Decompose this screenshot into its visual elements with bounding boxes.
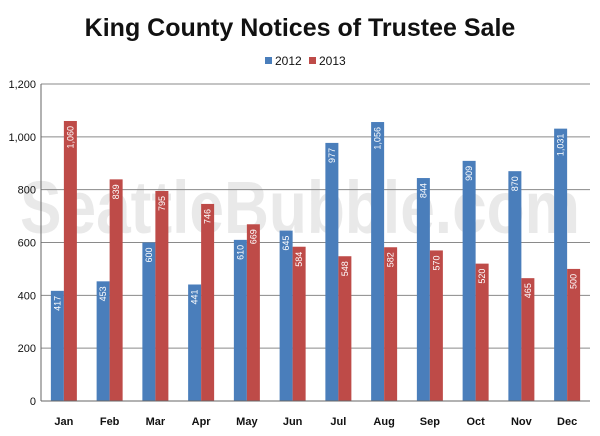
y-tick-label: 0 bbox=[30, 396, 36, 408]
data-label: 1,056 bbox=[373, 127, 383, 150]
x-tick-label: Apr bbox=[192, 416, 212, 428]
y-tick-label: 600 bbox=[18, 238, 36, 250]
legend-label-2012: 2012 bbox=[275, 54, 302, 68]
data-label: 600 bbox=[144, 248, 154, 263]
bar-2012-mar bbox=[142, 242, 156, 401]
bar-2013-mar bbox=[155, 190, 169, 401]
x-tick-label: Nov bbox=[511, 416, 533, 428]
bar-2012-jul bbox=[325, 142, 339, 401]
data-label: 909 bbox=[464, 166, 474, 181]
bar-2013-may bbox=[246, 224, 260, 401]
x-tick-label: Aug bbox=[373, 416, 394, 428]
y-tick-label: 800 bbox=[18, 185, 36, 197]
data-label: 610 bbox=[235, 245, 245, 260]
legend: 2012 2013 bbox=[265, 54, 346, 68]
data-label: 465 bbox=[523, 283, 533, 298]
bar-2013-nov bbox=[521, 278, 535, 401]
gridlines bbox=[41, 83, 590, 402]
bar-2012-jun bbox=[279, 230, 293, 401]
bar-2013-aug bbox=[384, 247, 398, 401]
data-label: 669 bbox=[248, 229, 258, 244]
data-label: 1,060 bbox=[65, 126, 75, 149]
x-tick-label: Jan bbox=[54, 416, 73, 428]
x-tick-label: Sep bbox=[420, 416, 440, 428]
bar-2013-apr bbox=[201, 203, 215, 401]
bar-2012-jan bbox=[50, 290, 64, 401]
data-label: 582 bbox=[386, 252, 396, 267]
data-label: 977 bbox=[327, 148, 337, 163]
watermark: SeattleBubble.com bbox=[20, 166, 580, 249]
data-label: 746 bbox=[203, 209, 213, 224]
data-label: 645 bbox=[281, 236, 291, 251]
legend-label-2013: 2013 bbox=[319, 54, 346, 68]
bar-2013-jul bbox=[338, 256, 352, 401]
data-label: 453 bbox=[98, 286, 108, 301]
x-axis: Jan Feb Mar Apr May Jun Jul Aug Sep Oct Nov Dec bbox=[41, 400, 590, 428]
data-label: 500 bbox=[569, 274, 579, 289]
legend-swatch-2013 bbox=[309, 57, 316, 64]
y-axis: 0 200 400 600 800 1,000 1,200 bbox=[8, 79, 42, 408]
bar-2012-sep bbox=[416, 178, 430, 401]
y-tick-label: 1,000 bbox=[8, 132, 36, 144]
x-tick-label: Feb bbox=[100, 416, 120, 428]
bar-2012-aug bbox=[371, 122, 385, 401]
bar-2012-dec bbox=[554, 128, 568, 401]
data-label: 870 bbox=[510, 176, 520, 191]
x-tick-label: Mar bbox=[146, 416, 166, 428]
x-tick-label: May bbox=[236, 416, 258, 428]
bar-2013-sep bbox=[429, 250, 443, 401]
data-label: 417 bbox=[52, 296, 62, 311]
bar-2012-apr bbox=[188, 284, 202, 401]
y-tick-label: 1,200 bbox=[8, 79, 36, 91]
chart-title: King County Notices of Trustee Sale bbox=[85, 14, 516, 42]
data-label: 839 bbox=[111, 184, 121, 199]
y-tick-label: 200 bbox=[18, 343, 36, 355]
x-tick-label: Jul bbox=[330, 416, 346, 428]
data-label: 844 bbox=[418, 183, 428, 198]
bar-2013-feb bbox=[109, 179, 123, 401]
bar-2012-oct bbox=[462, 160, 476, 401]
bar-2013-jan bbox=[63, 120, 77, 401]
x-tick-label: Jun bbox=[283, 416, 303, 428]
bars: 417 453 600 441 610 645 977 1,056 844 909 870 1,031… bbox=[50, 120, 581, 401]
data-label: 570 bbox=[431, 255, 441, 270]
bar-2013-dec bbox=[567, 268, 581, 401]
data-label: 441 bbox=[190, 290, 200, 305]
legend-swatch-2012 bbox=[265, 57, 272, 64]
data-label: 1,031 bbox=[556, 134, 566, 157]
bar-2012-feb bbox=[96, 281, 110, 401]
data-label: 520 bbox=[477, 269, 487, 284]
x-tick-label: Dec bbox=[557, 416, 577, 428]
x-tick-label: Oct bbox=[466, 416, 485, 428]
data-label: 795 bbox=[157, 196, 167, 211]
data-label: 548 bbox=[340, 261, 350, 276]
data-label: 584 bbox=[294, 252, 304, 267]
bar-2013-oct bbox=[475, 263, 489, 401]
bar-2012-may bbox=[233, 239, 247, 401]
bar-2012-nov bbox=[508, 171, 522, 401]
bar-2013-jun bbox=[292, 246, 306, 401]
y-tick-label: 400 bbox=[18, 290, 36, 302]
